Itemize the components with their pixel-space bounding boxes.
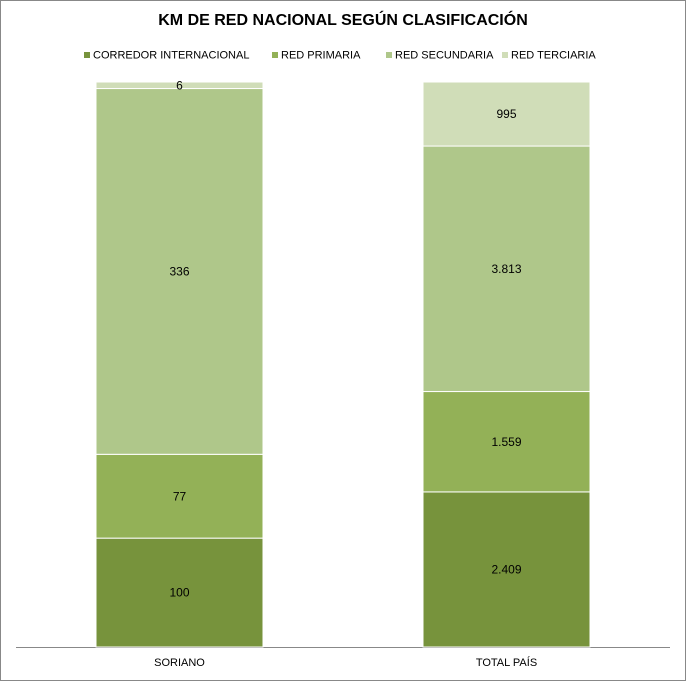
x-tick-label: SORIANO bbox=[154, 657, 205, 669]
data-label: 6 bbox=[176, 78, 183, 92]
data-label: 2.409 bbox=[491, 563, 521, 577]
bar-segment bbox=[422, 491, 591, 648]
bar-segment bbox=[95, 88, 264, 455]
data-label: 100 bbox=[169, 586, 189, 600]
legend-swatch bbox=[84, 52, 90, 58]
chart-title: KM DE RED NACIONAL SEGÚN CLASIFICACIÓN bbox=[158, 10, 528, 29]
bar-segment bbox=[95, 81, 264, 90]
bar-segment bbox=[95, 537, 264, 648]
legend-label: RED SECUNDARIA bbox=[395, 49, 494, 61]
bar-segment bbox=[422, 391, 591, 493]
data-label: 3.813 bbox=[491, 262, 521, 276]
data-label: 995 bbox=[496, 107, 516, 121]
legend-label: RED PRIMARIA bbox=[281, 49, 361, 61]
data-label: 77 bbox=[173, 489, 187, 503]
data-label: 1.559 bbox=[491, 435, 521, 449]
legend-swatch bbox=[272, 52, 278, 58]
legend-swatch bbox=[502, 52, 508, 58]
x-tick-label: TOTAL PAÍS bbox=[476, 656, 537, 669]
data-label: 336 bbox=[169, 265, 189, 279]
legend-label: CORREDOR INTERNACIONAL bbox=[93, 49, 249, 61]
legend-swatch bbox=[386, 52, 392, 58]
bar-segment bbox=[422, 145, 591, 393]
legend-label: RED TERCIARIA bbox=[511, 49, 596, 61]
bar-segment bbox=[422, 81, 591, 147]
